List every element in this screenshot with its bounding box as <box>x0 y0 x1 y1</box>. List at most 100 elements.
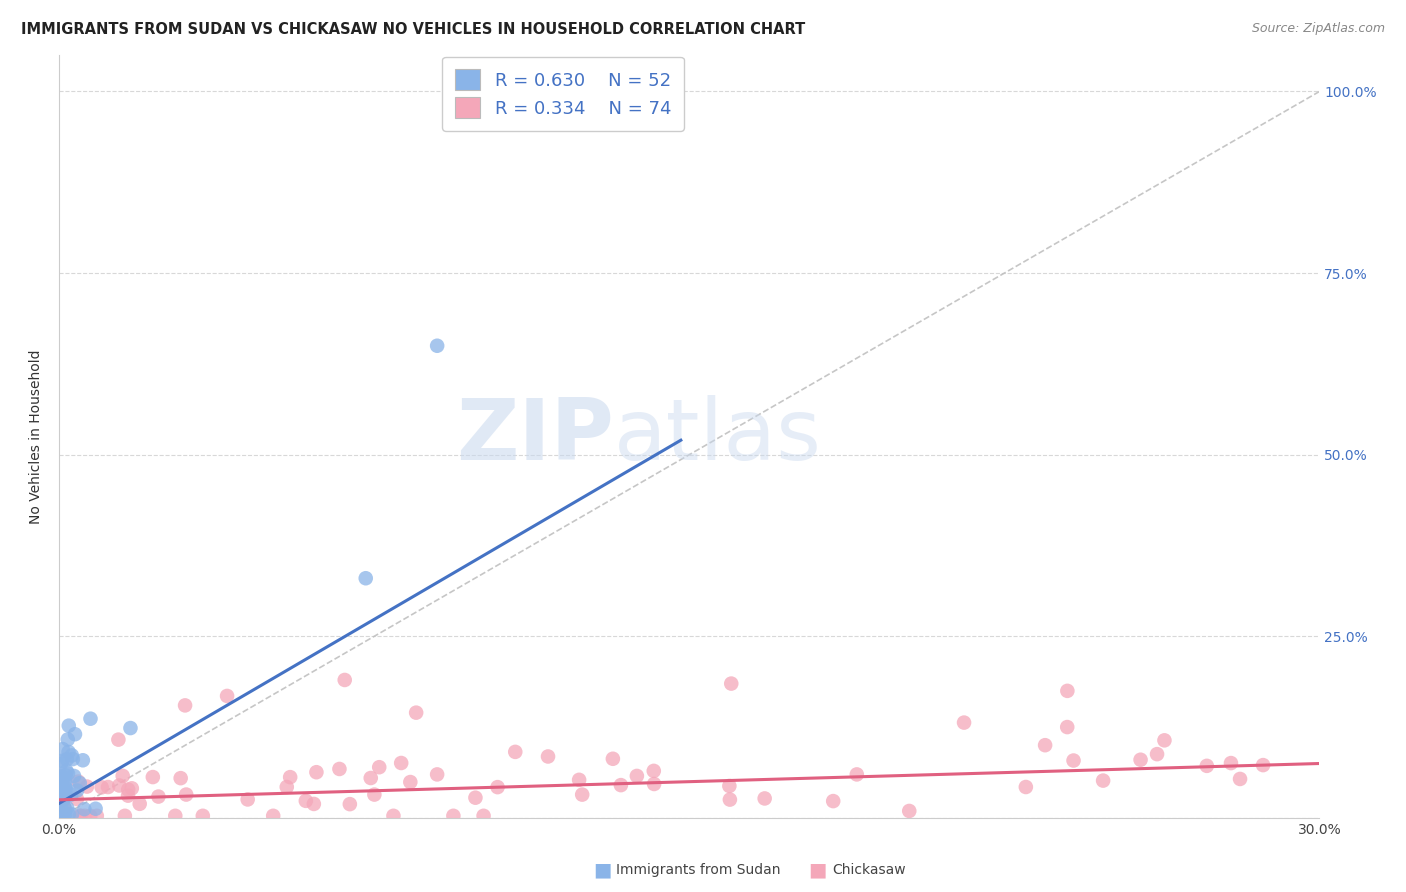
Point <box>73 809 96 823</box>
Point <box>1015 780 1038 794</box>
Point <box>1146 747 1168 761</box>
Point <box>718 792 741 806</box>
Point <box>354 571 377 585</box>
Point <box>1056 684 1078 698</box>
Point <box>302 797 325 811</box>
Point <box>117 789 139 803</box>
Text: ZIP: ZIP <box>456 395 613 478</box>
Point <box>63 769 86 783</box>
Point <box>49 756 72 771</box>
Point <box>120 721 142 735</box>
Point <box>845 767 868 781</box>
Point <box>602 752 624 766</box>
Point <box>174 698 197 713</box>
Point <box>53 800 76 814</box>
Point <box>69 809 91 823</box>
Point <box>389 756 412 770</box>
Point <box>472 809 495 823</box>
Point <box>1063 754 1085 768</box>
Text: Chickasaw: Chickasaw <box>832 863 905 877</box>
Point <box>405 706 427 720</box>
Point <box>55 768 77 782</box>
Point <box>1251 758 1274 772</box>
Point <box>464 790 486 805</box>
Point <box>399 775 422 789</box>
Point <box>142 770 165 784</box>
Point <box>76 780 98 794</box>
Text: Source: ZipAtlas.com: Source: ZipAtlas.com <box>1251 22 1385 36</box>
Point <box>1092 773 1115 788</box>
Point <box>503 745 526 759</box>
Point <box>217 689 239 703</box>
Point <box>66 783 89 797</box>
Point <box>52 786 75 800</box>
Point <box>626 769 648 783</box>
Point <box>108 779 131 793</box>
Point <box>56 732 79 747</box>
Point <box>191 809 214 823</box>
Point <box>67 774 90 789</box>
Point <box>898 804 921 818</box>
Point <box>426 339 449 353</box>
Point <box>441 809 464 823</box>
Point <box>117 782 139 797</box>
Point <box>1033 738 1056 752</box>
Point <box>62 752 84 766</box>
Point <box>53 807 76 822</box>
Point <box>953 715 976 730</box>
Point <box>49 772 72 786</box>
Point <box>128 797 150 811</box>
Point <box>69 809 91 823</box>
Point <box>426 767 449 781</box>
Point <box>51 769 73 783</box>
Point <box>53 780 76 794</box>
Point <box>49 781 72 796</box>
Point <box>56 801 79 815</box>
Point <box>73 802 96 816</box>
Point <box>52 792 75 806</box>
Point <box>328 762 350 776</box>
Text: atlas: atlas <box>613 395 821 478</box>
Point <box>52 780 75 795</box>
Point <box>1195 759 1218 773</box>
Legend: R = 0.630    N = 52, R = 0.334    N = 74: R = 0.630 N = 52, R = 0.334 N = 74 <box>443 56 683 131</box>
Point <box>58 807 80 822</box>
Point <box>86 809 108 823</box>
Point <box>568 772 591 787</box>
Y-axis label: No Vehicles in Household: No Vehicles in Household <box>30 350 44 524</box>
Point <box>66 792 89 806</box>
Point <box>49 807 72 822</box>
Point <box>121 781 143 796</box>
Point <box>278 770 301 784</box>
Point <box>53 801 76 815</box>
Point <box>49 795 72 809</box>
Point <box>84 802 107 816</box>
Point <box>52 792 75 806</box>
Point <box>754 791 776 805</box>
Point <box>55 764 77 778</box>
Point <box>1229 772 1251 786</box>
Point <box>333 673 356 687</box>
Point <box>486 780 509 794</box>
Point <box>60 788 83 802</box>
Point <box>295 794 318 808</box>
Point <box>52 742 75 756</box>
Point <box>63 727 86 741</box>
Point <box>58 719 80 733</box>
Point <box>79 712 101 726</box>
Point <box>718 779 741 793</box>
Point <box>363 788 385 802</box>
Point <box>1129 753 1152 767</box>
Point <box>49 779 72 793</box>
Point <box>69 776 91 790</box>
Point <box>49 807 72 822</box>
Text: Immigrants from Sudan: Immigrants from Sudan <box>616 863 780 877</box>
Point <box>148 789 170 804</box>
Point <box>305 765 328 780</box>
Text: ■: ■ <box>808 860 827 880</box>
Point <box>52 791 75 805</box>
Point <box>368 760 391 774</box>
Point <box>1220 756 1243 770</box>
Point <box>360 771 382 785</box>
Point <box>169 771 191 785</box>
